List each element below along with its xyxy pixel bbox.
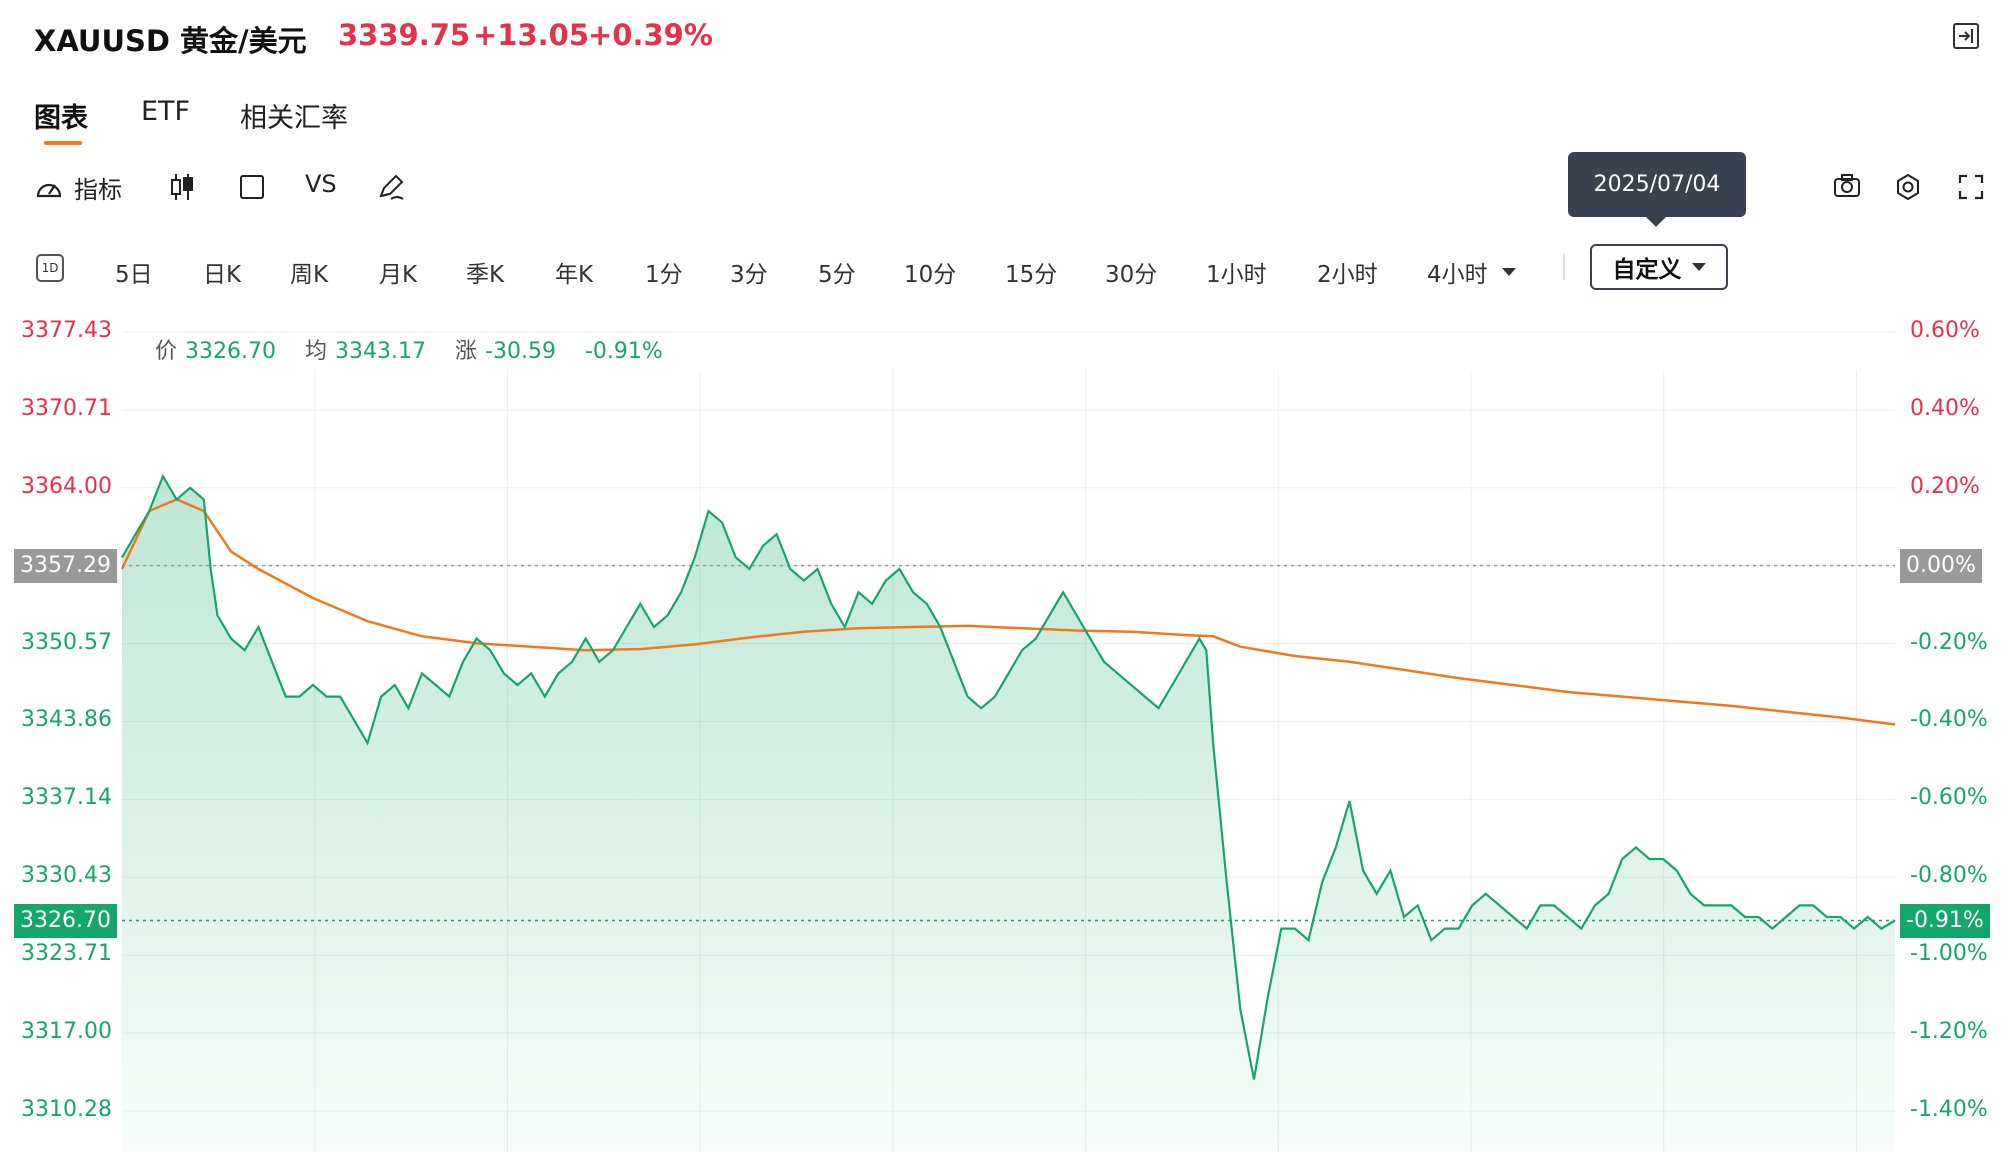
current-pct-badge: -0.91%: [1900, 903, 1990, 938]
interval-30min[interactable]: 30分: [1105, 262, 1158, 288]
interval-5min[interactable]: 5分: [818, 262, 856, 288]
average-price-line: [120, 498, 1896, 726]
exit-icon[interactable]: [1953, 23, 1979, 49]
avg-label: 均: [305, 339, 328, 364]
reference-price-badge: 3357.29: [14, 548, 117, 583]
y-tick-right: -1.20%: [1910, 1019, 1988, 1045]
change-pct-value: -0.91%: [584, 339, 663, 364]
interval-year[interactable]: 年K: [555, 262, 594, 288]
y-tick-right: 0.60%: [1910, 318, 1980, 343]
y-tick-left: 3370.71: [21, 395, 112, 421]
y-tick-left: 3323.71: [21, 941, 112, 967]
indicators-label: 指标: [74, 176, 122, 204]
interval-1h[interactable]: 1小时: [1206, 262, 1267, 288]
camera-icon[interactable]: [1832, 172, 1862, 204]
y-tick-right: -1.00%: [1910, 941, 1988, 967]
y-tick-left: 3337.14: [21, 785, 112, 811]
price-value: 3326.70: [185, 339, 276, 364]
y-tick-right: -0.60%: [1910, 785, 1988, 811]
interval-4h-label: 4小时: [1427, 262, 1488, 288]
change-value: -30.59: [485, 339, 556, 364]
tab-active-underline: [44, 141, 82, 145]
y-tick-left: 3343.86: [21, 707, 112, 733]
y-tick-right: 0.20%: [1910, 473, 1980, 499]
y-tick-left: 3377.43: [21, 318, 112, 343]
interval-month[interactable]: 月K: [379, 262, 418, 288]
settings-gear-icon[interactable]: [1893, 172, 1923, 206]
y-tick-left: 3364.00: [21, 473, 112, 499]
interval-5d[interactable]: 5日: [115, 262, 153, 288]
interval-day[interactable]: 日K: [203, 262, 242, 288]
interval-divider: [1563, 254, 1565, 280]
avg-value: 3343.17: [335, 339, 426, 364]
tab-etf[interactable]: ETF: [141, 96, 191, 127]
y-tick-right: -0.80%: [1910, 863, 1988, 889]
tab-chart[interactable]: 图表: [34, 103, 88, 134]
y-tick-left: 3310.28: [21, 1097, 112, 1122]
y-tick-right: -1.40%: [1910, 1097, 1988, 1122]
tab-related-fx[interactable]: 相关汇率: [240, 103, 348, 134]
symbol-title: XAUUSD 黄金/美元: [34, 24, 307, 58]
chevron-down-icon: [1691, 263, 1706, 271]
interval-2h[interactable]: 2小时: [1317, 262, 1378, 288]
fullscreen-icon[interactable]: [1957, 173, 1985, 205]
interval-week[interactable]: 周K: [290, 262, 329, 288]
custom-interval-label: 自定义: [1612, 257, 1682, 283]
candlestick-icon[interactable]: [168, 172, 196, 206]
price-chart[interactable]: [0, 310, 2002, 1152]
change-label: 涨: [455, 339, 478, 364]
crosshair-info: 价 3326.70 均 3343.17 涨 -30.59 -0.91%: [155, 333, 671, 365]
y-tick-right: 0.40%: [1910, 395, 1980, 421]
y-tick-right: -0.40%: [1910, 707, 1988, 733]
y-tick-left: 3350.57: [21, 629, 112, 655]
interval-1d-icon[interactable]: 1D: [36, 254, 64, 282]
interval-15min[interactable]: 15分: [1005, 262, 1058, 288]
compare-vs-button[interactable]: VS: [305, 170, 337, 198]
y-tick-left: 3330.43: [21, 863, 112, 889]
indicators-button[interactable]: 指标: [34, 170, 122, 205]
interval-10min[interactable]: 10分: [904, 262, 957, 288]
interval-3min[interactable]: 3分: [730, 262, 768, 288]
last-price: 3339.75: [338, 18, 471, 52]
custom-interval-dropdown[interactable]: 自定义: [1590, 244, 1728, 290]
y-tick-right: -0.20%: [1910, 629, 1988, 655]
price-change: +13.05: [473, 18, 590, 52]
price-area-fill: [122, 476, 1895, 1152]
gauge-icon: [36, 183, 62, 197]
interval-4h-dropdown[interactable]: 4小时: [1427, 255, 1516, 289]
chevron-down-icon: [1501, 268, 1516, 276]
y-tick-left: 3317.00: [21, 1019, 112, 1045]
price-line: [121, 473, 1896, 1080]
date-tooltip: 2025/07/04: [1568, 152, 1746, 217]
price-change-pct: +0.39%: [588, 18, 713, 52]
interval-1min[interactable]: 1分: [645, 262, 683, 288]
layout-square-icon[interactable]: [240, 175, 264, 199]
current-price-badge: 3326.70: [14, 903, 117, 938]
tooltip-arrow: [1645, 216, 1667, 227]
price-label: 价: [155, 339, 178, 364]
reference-pct-badge: 0.00%: [1900, 548, 1982, 583]
draw-pen-icon[interactable]: [375, 172, 407, 206]
interval-quarter[interactable]: 季K: [466, 262, 505, 288]
